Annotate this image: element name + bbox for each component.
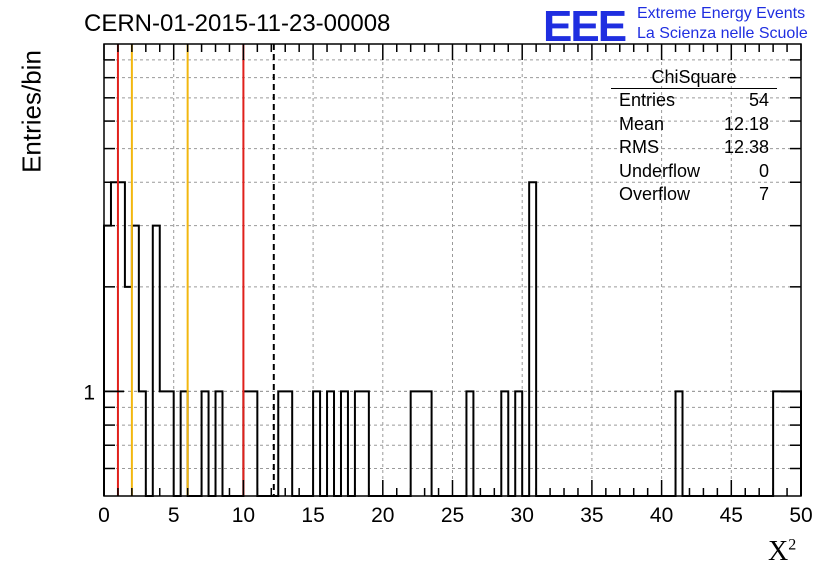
x-tick-label: 25 [441, 504, 464, 527]
x-tick-label: 35 [580, 504, 603, 527]
stats-value: 0 [758, 160, 769, 181]
y-tick-label: 1 [83, 381, 95, 404]
x-tick-label: 15 [301, 504, 324, 527]
histogram-bin [278, 391, 285, 496]
histogram-bin [425, 391, 432, 496]
stats-row-mean: Mean 12.18 [611, 113, 777, 137]
histogram-bin [362, 391, 369, 496]
x-axis-label: X2 [768, 536, 796, 568]
histogram-bin [285, 391, 292, 496]
histogram-bin [216, 391, 223, 496]
stats-row-entries: Entries 54 [611, 89, 777, 113]
histogram-bin [181, 391, 188, 496]
stats-label: RMS [619, 137, 659, 157]
histogram-bin [139, 391, 146, 496]
histogram-bin [118, 182, 125, 496]
y-axis-label: Entries/bin [16, 50, 47, 173]
stats-row-underflow: Underflow 0 [611, 160, 777, 184]
eee-logo: EEE [543, 2, 627, 51]
stats-title: ChiSquare [611, 66, 777, 89]
stats-value: 54 [748, 90, 769, 110]
histogram-bin [529, 182, 536, 496]
x-tick-label: 50 [789, 504, 812, 527]
histogram-bin [111, 182, 118, 496]
histogram-bin [501, 391, 508, 496]
histogram-bin [515, 391, 522, 496]
x-tick-label: 0 [98, 504, 110, 527]
x-tick-label: 20 [371, 504, 394, 527]
x-tick-label: 30 [511, 504, 534, 527]
logo-line-2: La Scienza nelle Scuole [637, 25, 808, 42]
stats-label: Entries [619, 90, 676, 110]
histogram-bin [132, 226, 139, 496]
histogram-bin [773, 391, 780, 496]
stats-label: Mean [619, 113, 665, 134]
histogram-bin [104, 226, 111, 496]
stats-label: Underflow [619, 160, 701, 181]
stats-box: ChiSquare Entries 54 Mean 12.18 RMS 12.38 U… [611, 66, 777, 207]
histogram-bin [327, 391, 334, 496]
x-axis-label-base: X [768, 536, 789, 567]
histogram-bin [466, 391, 473, 496]
histogram-bin [153, 226, 160, 496]
histogram-bin [418, 391, 425, 496]
stats-value: 7 [758, 184, 769, 204]
histogram-bin [243, 391, 250, 496]
histogram-bin [167, 391, 174, 496]
histogram-bin [202, 391, 209, 496]
logo-line-1: Extreme Energy Events [637, 5, 806, 22]
x-tick-label: 10 [232, 504, 255, 527]
histogram-bin [313, 391, 320, 496]
x-tick-label: 5 [168, 504, 180, 527]
chart-title: CERN-01-2015-11-23-00008 [84, 10, 391, 37]
stats-label: Overflow [619, 184, 691, 204]
histogram-bin [676, 391, 683, 496]
histogram-bin [125, 287, 132, 496]
x-tick-label: 40 [650, 504, 673, 527]
histogram-bin [780, 391, 787, 496]
histogram-bin [341, 391, 348, 496]
histogram-bin [411, 391, 418, 496]
stats-value: 12.38 [723, 137, 769, 157]
stats-row-overflow: Overflow 7 [611, 183, 777, 207]
x-tick-label: 45 [720, 504, 743, 527]
stats-value: 12.18 [723, 113, 769, 134]
histogram-bin [160, 391, 167, 496]
histogram-bin [250, 391, 257, 496]
stats-row-rms: RMS 12.38 [611, 136, 777, 160]
x-axis-label-superscript: 2 [788, 536, 797, 554]
histogram-bin [355, 391, 362, 496]
